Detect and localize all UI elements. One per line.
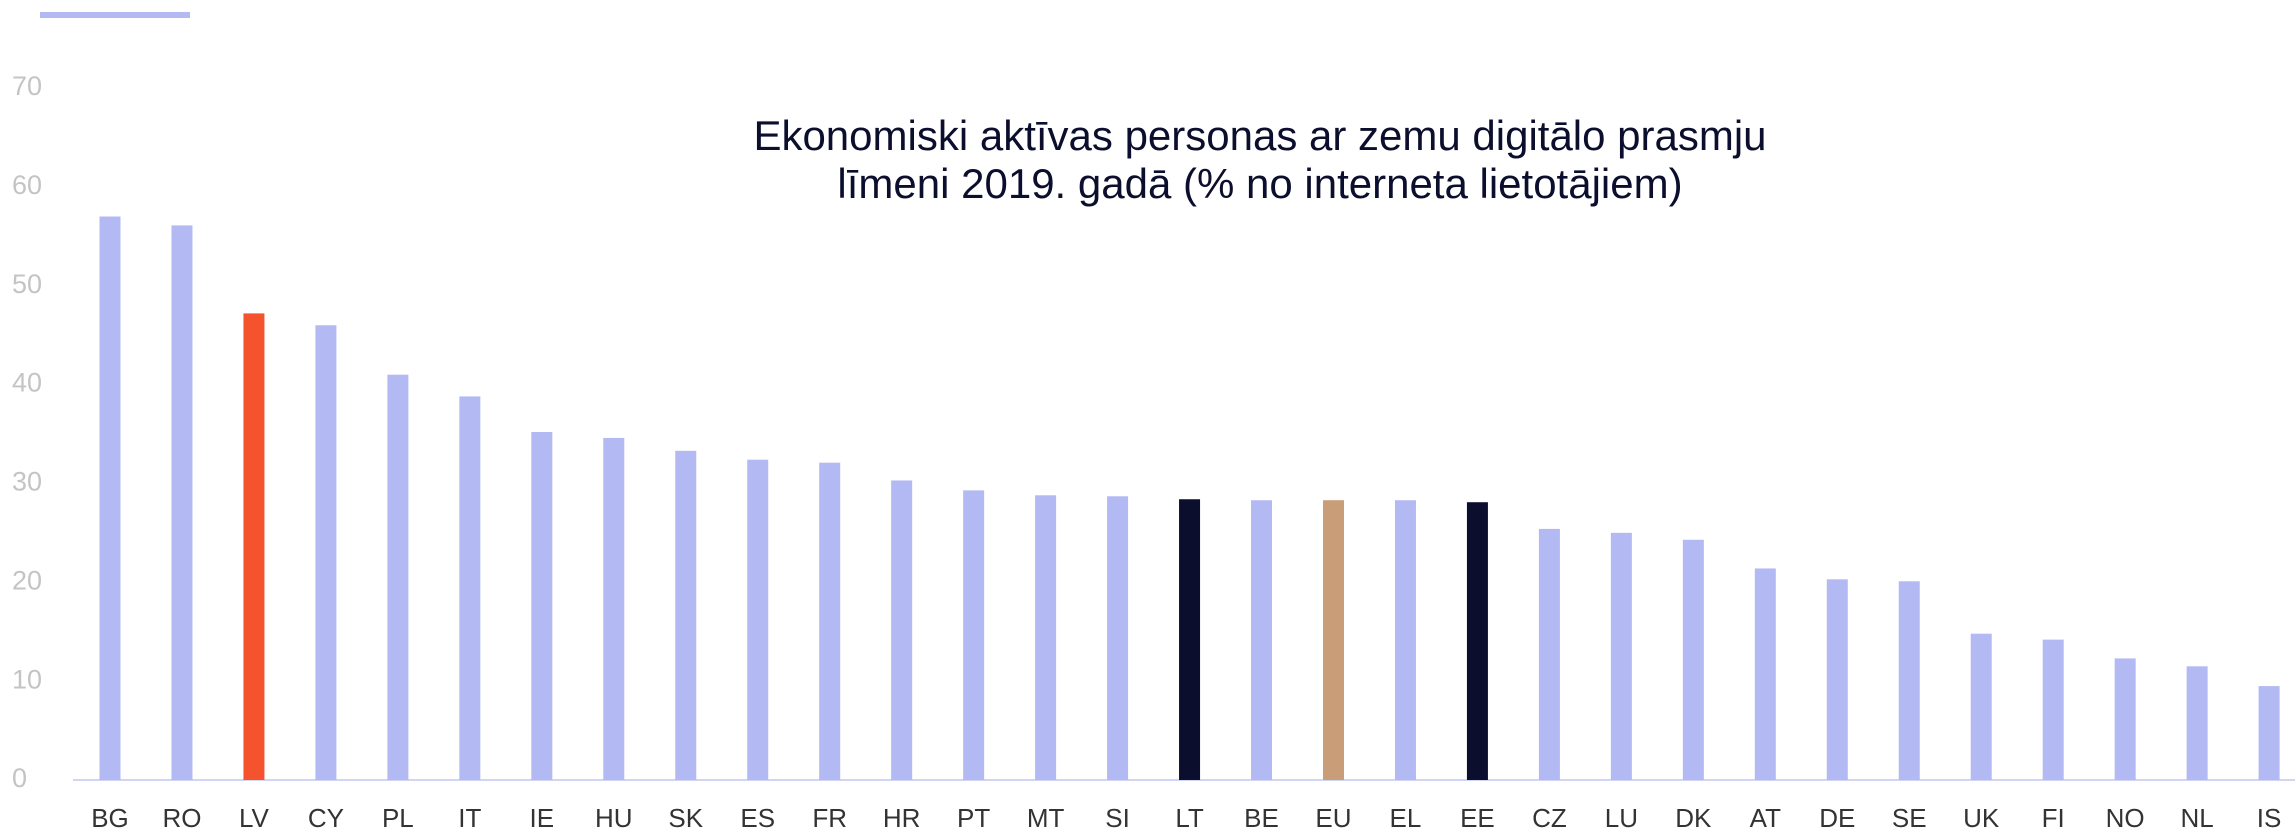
bar: [315, 325, 337, 780]
x-tick-label: HU: [595, 803, 633, 833]
x-tick-label: IS: [2257, 803, 2282, 833]
y-tick-label: 20: [12, 565, 42, 595]
x-tick-label: NL: [2181, 803, 2214, 833]
chart-title: Ekonomiski aktīvas personas ar zemu digi…: [753, 112, 1766, 159]
chart-title: līmeni 2019. gadā (% no interneta lietot…: [837, 160, 1682, 207]
bar: [459, 396, 481, 780]
bar: [243, 313, 265, 780]
bar: [1322, 500, 1344, 780]
bar: [1394, 500, 1416, 780]
bar: [387, 374, 409, 780]
x-tick-label: BE: [1244, 803, 1279, 833]
x-tick-label: FI: [2042, 803, 2065, 833]
x-tick-label: SK: [668, 803, 703, 833]
bar: [1035, 495, 1057, 780]
y-tick-label: 0: [12, 763, 27, 793]
bar: [1682, 539, 1704, 780]
bar: [747, 459, 769, 780]
bar: [675, 450, 697, 780]
bar: [171, 225, 193, 780]
bar: [2186, 666, 2208, 780]
bar: [1754, 568, 1776, 780]
x-tick-label: MT: [1027, 803, 1065, 833]
bar: [2114, 658, 2136, 780]
x-tick-label: IE: [530, 803, 555, 833]
x-tick-label: EL: [1390, 803, 1422, 833]
x-tick-label: SE: [1892, 803, 1927, 833]
x-tick-label: BG: [91, 803, 129, 833]
bar: [819, 462, 841, 780]
x-tick-label: LU: [1605, 803, 1638, 833]
y-tick-label: 30: [12, 467, 42, 497]
x-tick-label: IT: [458, 803, 481, 833]
bar: [2258, 686, 2280, 780]
bar: [1179, 499, 1201, 780]
x-tick-label: PT: [957, 803, 990, 833]
bar: [1970, 633, 1992, 780]
y-tick-label: 40: [12, 368, 42, 398]
x-tick-label: DE: [1819, 803, 1855, 833]
y-tick-label: 70: [12, 71, 42, 101]
bar: [1107, 496, 1129, 780]
x-tick-label: LT: [1175, 803, 1204, 833]
bar: [1610, 532, 1632, 780]
bar: [891, 480, 913, 780]
bar: [1538, 528, 1560, 780]
x-tick-label: SI: [1105, 803, 1130, 833]
x-tick-label: CZ: [1532, 803, 1567, 833]
bar: [2042, 639, 2064, 780]
y-tick-label: 60: [12, 170, 42, 200]
bar: [1826, 579, 1848, 780]
y-tick-label: 50: [12, 269, 42, 299]
x-tick-label: EU: [1315, 803, 1351, 833]
bar: [603, 437, 625, 780]
y-tick-label: 10: [12, 664, 42, 694]
bar: [1251, 500, 1273, 780]
x-tick-label: DK: [1675, 803, 1712, 833]
x-tick-label: CY: [308, 803, 344, 833]
x-tick-label: AT: [1750, 803, 1781, 833]
x-tick-label: NO: [2106, 803, 2145, 833]
bar: [1898, 581, 1920, 780]
x-tick-label: RO: [162, 803, 201, 833]
x-tick-label: UK: [1963, 803, 2000, 833]
x-tick-label: EE: [1460, 803, 1495, 833]
bar: [531, 432, 553, 780]
bar: [99, 216, 121, 780]
x-tick-label: HR: [883, 803, 921, 833]
x-tick-label: ES: [740, 803, 775, 833]
bar: [963, 490, 985, 780]
x-tick-label: PL: [382, 803, 414, 833]
bar: [1466, 502, 1488, 780]
x-tick-label: LV: [239, 803, 270, 833]
x-tick-label: FR: [812, 803, 847, 833]
